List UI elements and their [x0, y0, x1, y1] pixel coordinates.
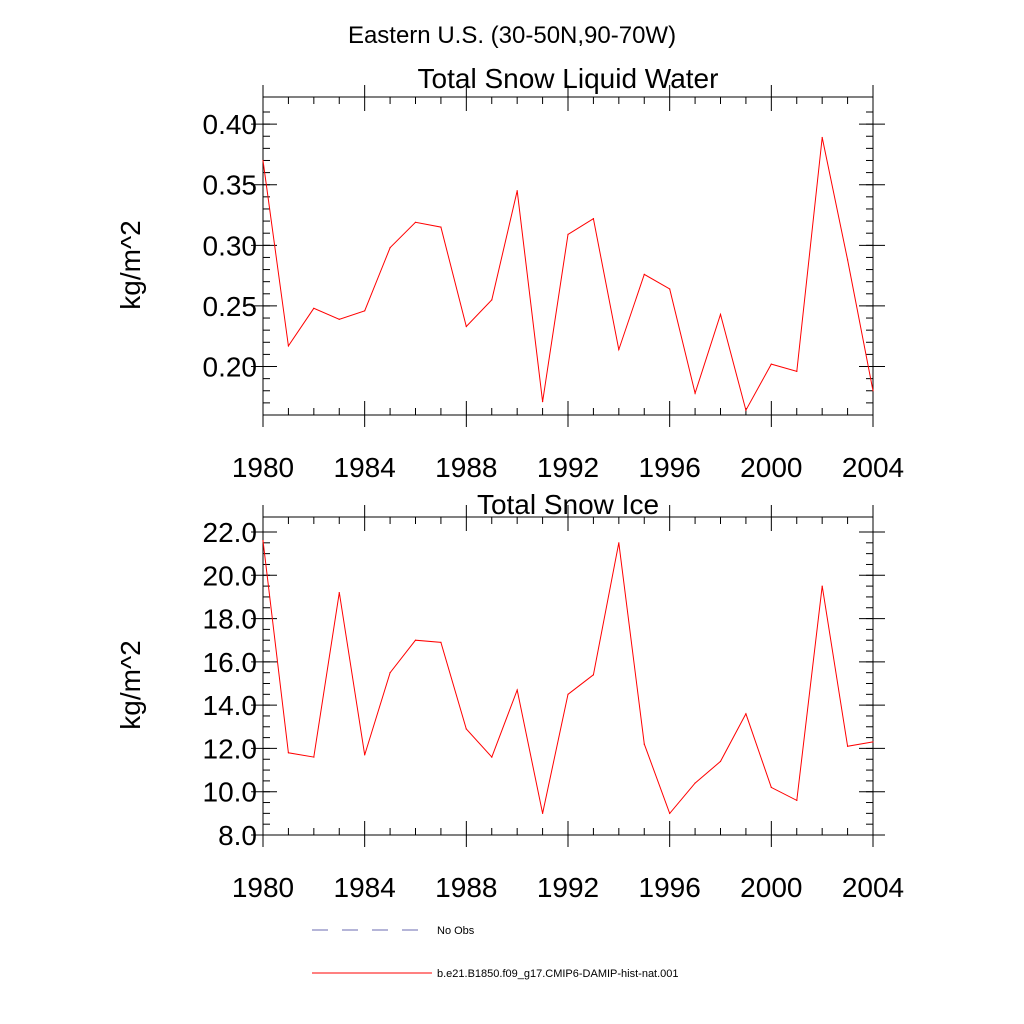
y-tick-label: 22.0: [203, 517, 258, 548]
data-point: [796, 799, 798, 801]
data-point: [643, 743, 645, 745]
data-point: [516, 689, 518, 691]
data-point: [872, 390, 874, 392]
main-title: Eastern U.S. (30-50N,90-70W): [348, 22, 676, 49]
data-point: [364, 754, 366, 756]
y-axis-label: kg/m^2: [115, 640, 146, 729]
data-point: [338, 592, 340, 594]
legend: No Obs b.e21.B1850.f09_g17.CMIP6-DAMIP-h…: [312, 925, 679, 980]
data-point: [592, 218, 595, 220]
data-point: [389, 247, 391, 249]
data-point: [541, 401, 544, 403]
data-point: [414, 221, 417, 223]
data-point: [694, 392, 696, 394]
data-point: [618, 348, 620, 351]
y-tick-label: 0.20: [203, 352, 258, 383]
data-point: [262, 540, 264, 542]
data-point: [745, 409, 747, 411]
data-point: [618, 542, 620, 544]
x-tick-label: 1980: [232, 452, 294, 483]
data-point: [389, 672, 391, 674]
data-point: [669, 812, 671, 814]
data-point: [846, 259, 849, 261]
data-point: [694, 782, 696, 784]
y-tick-label: 10.0: [203, 777, 258, 808]
data-point: [287, 345, 290, 347]
data-point: [338, 318, 340, 320]
data-point: [491, 756, 493, 758]
data-point: [364, 310, 366, 312]
data-point: [592, 674, 595, 676]
x-tick-label: 1996: [639, 872, 701, 903]
data-point: [846, 745, 849, 747]
y-tick-label: 0.35: [203, 170, 258, 201]
data-point: [465, 325, 467, 328]
data-point: [745, 713, 747, 715]
y-tick-label: 0.25: [203, 291, 258, 322]
x-tick-label: 2000: [740, 452, 802, 483]
legend-label-model: b.e21.B1850.f09_g17.CMIP6-DAMIP-hist-nat…: [437, 968, 679, 980]
y-tick-label: 14.0: [203, 690, 258, 721]
data-point: [719, 313, 722, 316]
data-point: [313, 307, 315, 309]
data-point: [440, 226, 442, 228]
x-tick-label: 1992: [537, 452, 599, 483]
x-tick-label: 2004: [842, 452, 904, 483]
data-point: [262, 159, 264, 162]
x-tick-label: 1992: [537, 872, 599, 903]
x-tick-label: 1984: [334, 452, 396, 483]
y-tick-label: 0.30: [203, 230, 258, 261]
x-tick-label: 1996: [639, 452, 701, 483]
data-point: [643, 273, 645, 276]
x-tick-label: 2000: [740, 872, 802, 903]
data-point: [567, 693, 569, 695]
data-point: [287, 752, 290, 754]
data-point: [872, 741, 874, 743]
y-axis-label: kg/m^2: [115, 220, 146, 309]
legend-label-no-obs: No Obs: [437, 925, 475, 937]
plot-frame: [262, 516, 874, 836]
data-point: [465, 728, 467, 730]
data-point: [821, 585, 823, 587]
x-tick-label: 1984: [334, 872, 396, 903]
series-line: [262, 137, 874, 412]
x-tick-label: 1988: [435, 452, 497, 483]
data-point: [669, 288, 671, 290]
series-line: [262, 540, 874, 815]
data-point: [821, 136, 823, 139]
y-tick-label: 8.0: [218, 820, 257, 851]
x-tick-label: 2004: [842, 872, 904, 903]
data-point: [313, 756, 315, 758]
x-tick-label: 1988: [435, 872, 497, 903]
data-point: [440, 641, 442, 643]
y-tick-label: 12.0: [203, 733, 258, 764]
data-point: [719, 760, 722, 763]
y-tick-label: 0.40: [203, 109, 258, 140]
y-tick-label: 18.0: [203, 604, 258, 635]
data-point: [567, 233, 569, 236]
data-point: [770, 786, 772, 788]
data-point: [541, 812, 544, 814]
data-point: [491, 299, 493, 301]
x-tick-label: 1980: [232, 872, 294, 903]
data-point: [796, 370, 798, 372]
data-point: [414, 639, 417, 641]
data-point: [770, 363, 772, 365]
y-tick-label: 20.0: [203, 560, 258, 591]
y-tick-label: 16.0: [203, 647, 258, 678]
data-point: [516, 190, 518, 192]
